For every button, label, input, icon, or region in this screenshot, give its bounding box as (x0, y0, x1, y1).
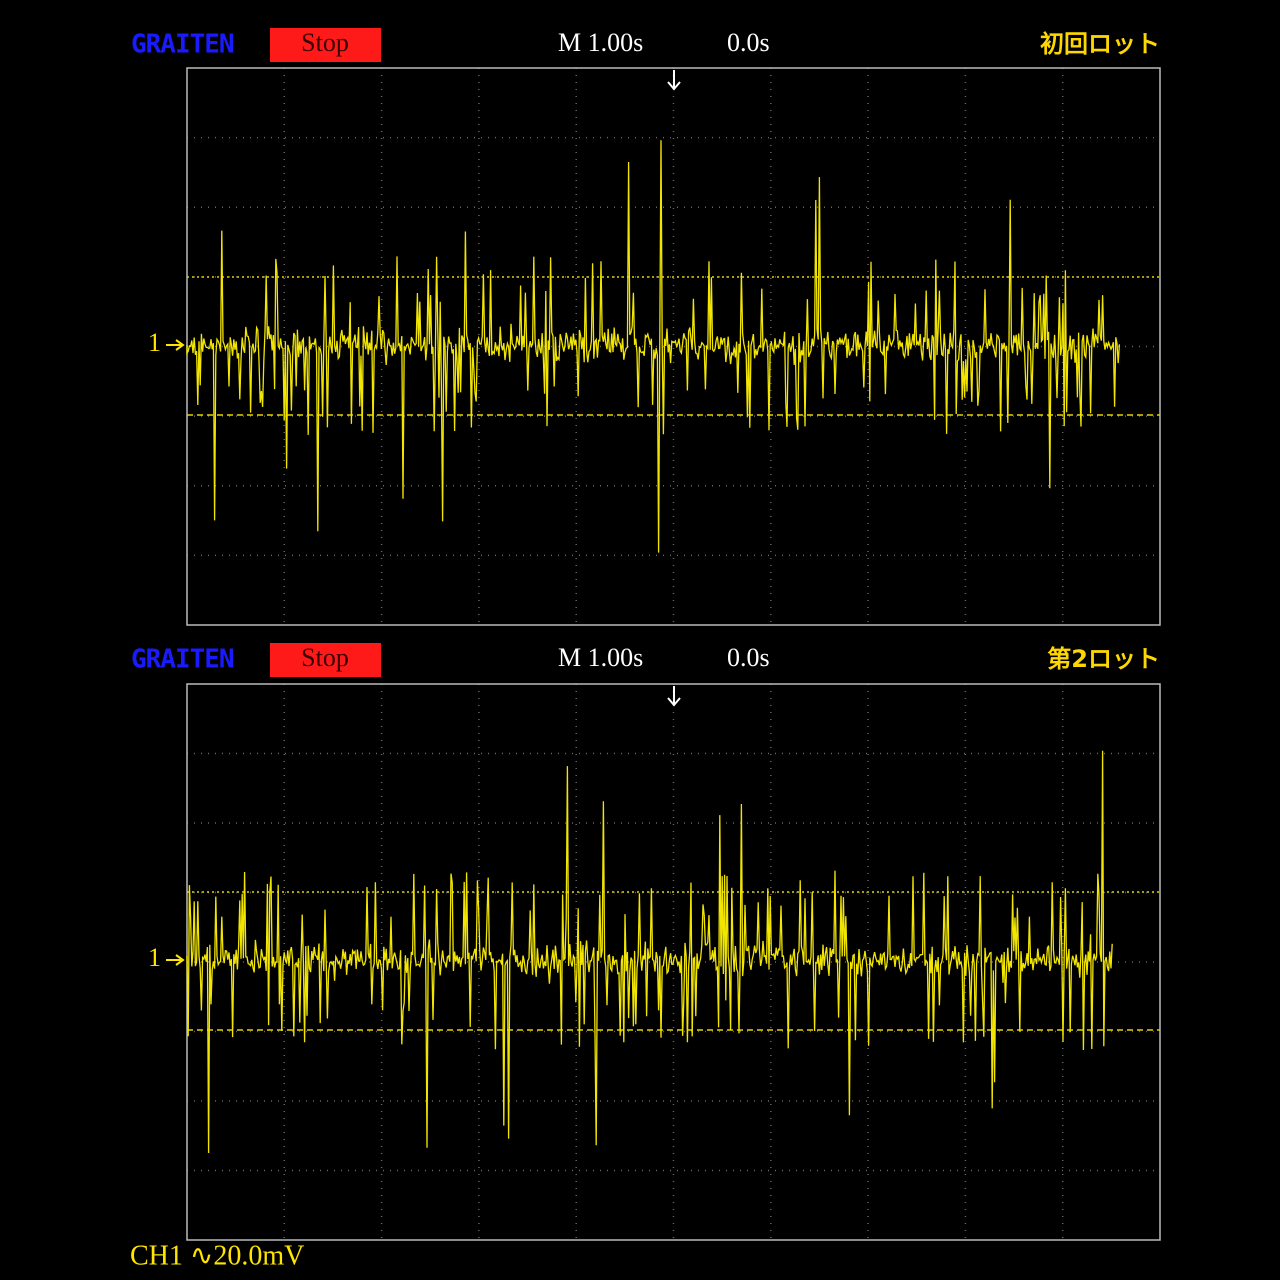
channel-arrow (166, 954, 185, 966)
status-box (270, 643, 381, 677)
channel-scale: CH1 ∿20.0mV (130, 1240, 304, 1271)
channel-marker: 1 (148, 328, 161, 357)
trigger-position: 0.0s (727, 643, 770, 672)
channel-arrow (166, 339, 185, 351)
trigger-arrow (667, 70, 681, 91)
waveform (186, 140, 1121, 553)
status-box (270, 28, 381, 62)
scope-panel: GRAITEN Stop M 1.00s 0.0s 初回ロット 1 (131, 28, 1161, 626)
run-status: Stop (301, 643, 349, 672)
scope-panel: GRAITEN Stop M 1.00s 0.0s 第2ロット 1 (131, 643, 1161, 1241)
brand-logo: GRAITEN (131, 645, 234, 675)
run-status: Stop (301, 28, 349, 57)
trigger-position: 0.0s (727, 28, 770, 57)
timebase: M 1.00s (558, 28, 643, 57)
lot-label: 第2ロット (1047, 645, 1160, 673)
lot-label: 初回ロット (1040, 30, 1160, 58)
timebase: M 1.00s (558, 643, 643, 672)
trigger-arrow (667, 686, 681, 707)
brand-logo: GRAITEN (131, 30, 234, 60)
channel-marker: 1 (148, 943, 161, 972)
waveform (186, 750, 1113, 1154)
